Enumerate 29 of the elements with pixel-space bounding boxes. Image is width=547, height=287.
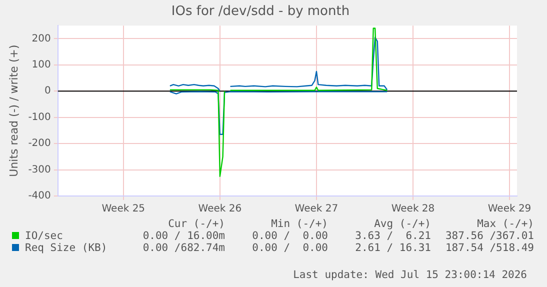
x-tick-label: Week 29 bbox=[488, 204, 532, 215]
text: Max (-/+) bbox=[476, 218, 535, 230]
text: 2.61 / 16.31 bbox=[354, 242, 432, 254]
y-tick-label: -400 bbox=[28, 190, 51, 202]
chart-title: IOs for /dev/sdd - by month bbox=[171, 4, 350, 20]
text: Last update: Wed Jul 15 23:00:14 2026 bbox=[292, 269, 528, 281]
text: 387.56 /367.01 bbox=[444, 230, 535, 242]
legend-label: IO/sec bbox=[24, 230, 64, 242]
text: 0.00 / 16.00m bbox=[142, 230, 226, 242]
text: 3.63 / 6.21 bbox=[354, 230, 432, 242]
text: 187.54 /518.49 bbox=[444, 242, 535, 254]
y-tick-label: 200 bbox=[32, 33, 51, 44]
y-axis-title: Units read (-) / write (+) bbox=[7, 44, 20, 177]
text: Min (-/+) bbox=[270, 218, 329, 230]
text: 0.00 / 0.00 bbox=[251, 230, 329, 242]
y-tick-label: 100 bbox=[32, 60, 51, 71]
x-tick-label: Week 28 bbox=[391, 204, 435, 215]
text: 0.00 /682.74m bbox=[142, 242, 226, 254]
y-tick-label: 0 bbox=[44, 86, 51, 97]
text: Avg (-/+) bbox=[373, 218, 432, 230]
x-tick-label: Week 25 bbox=[102, 204, 146, 215]
legend-label: Req Size (KB) bbox=[24, 242, 108, 254]
x-tick-label: Week 27 bbox=[294, 204, 338, 215]
y-tick-label: -300 bbox=[28, 164, 51, 176]
x-tick-label: Week 26 bbox=[198, 204, 242, 215]
y-tick-label: -100 bbox=[28, 112, 51, 123]
text: 0.00 / 0.00 bbox=[251, 242, 329, 254]
y-tick-label: -200 bbox=[28, 138, 51, 150]
text: Cur (-/+) bbox=[167, 218, 226, 230]
